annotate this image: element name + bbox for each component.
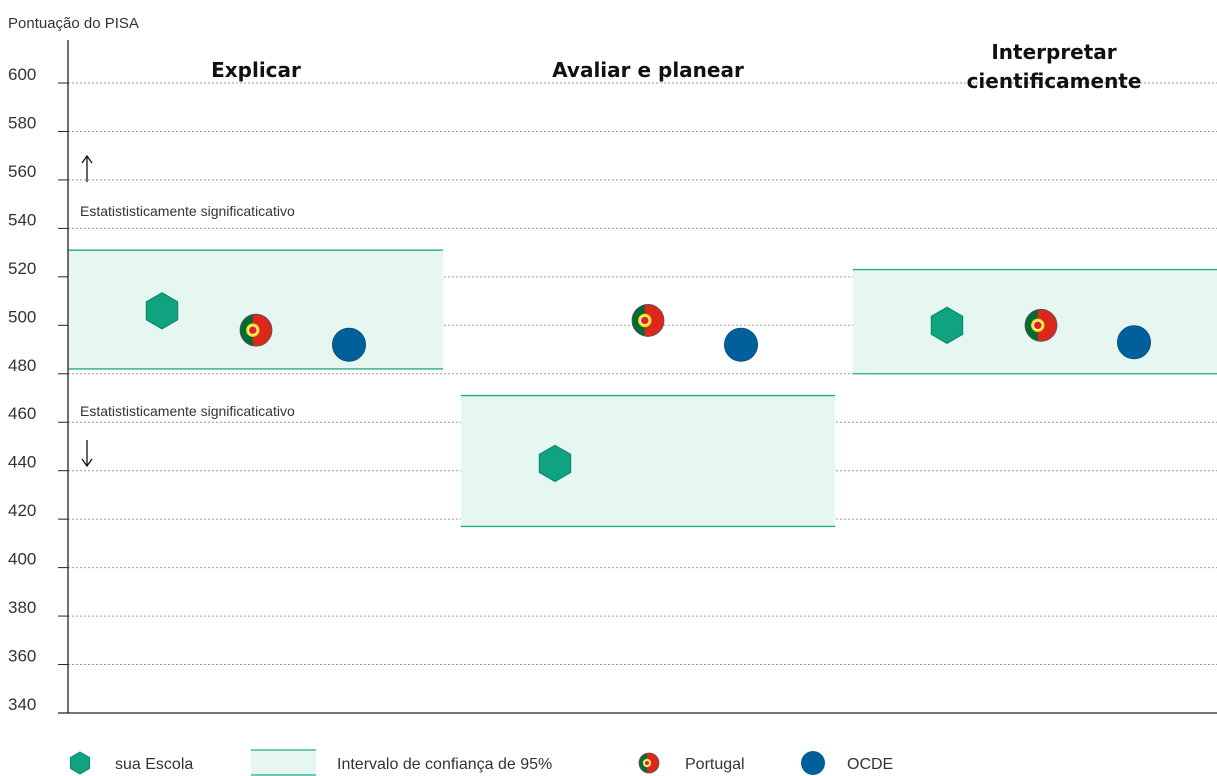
data-markers [145, 292, 1151, 483]
y-tick-label-520: 520 [8, 259, 36, 278]
significance-annotations: Estatististicamente significaticativo Est… [80, 154, 295, 468]
y-tick-label-340: 340 [8, 695, 36, 714]
legend-ci-label: Intervalo de confiança de 95% [337, 756, 552, 773]
axes [58, 40, 1217, 714]
y-tick-label-560: 560 [8, 162, 36, 181]
y-tick-label-540: 540 [8, 210, 36, 229]
y-tick-label-480: 480 [8, 356, 36, 375]
y-tick-label-440: 440 [8, 453, 36, 472]
oecd-marker-0 [332, 327, 366, 362]
y-tick-label-600: 600 [8, 65, 36, 84]
y-tick-labels: 340 360 380 400 420 440 460 480 500 520 540 560 580 6… [8, 65, 36, 714]
y-tick-label-380: 380 [8, 598, 36, 617]
legend: sua Escola Intervalo de confiança de 95% P… [70, 749, 893, 776]
school-marker-1 [538, 444, 572, 483]
significant-above-label: Estatististicamente significaticativo [80, 203, 295, 219]
panel-title-1: Avaliar e planear [552, 58, 744, 82]
legend-portugal-flag-icon [638, 752, 660, 774]
panel-titles: Explicar Avaliar e planear Interpretar cien… [211, 40, 1141, 93]
legend-oecd-icon [801, 751, 825, 775]
legend-portugal-label: Portugal [685, 756, 745, 773]
y-tick-label-460: 460 [8, 404, 36, 423]
legend-ci-swatch [251, 750, 316, 775]
legend-school-icon [70, 751, 90, 775]
oecd-marker-2 [1117, 325, 1151, 360]
y-axis-label: Pontuação do PISA [8, 15, 139, 32]
confidence-bands [68, 249, 1217, 528]
panel-title-0: Explicar [211, 58, 301, 82]
ci-band-0 [68, 250, 443, 369]
panel-title-2: Interpretar [991, 40, 1116, 64]
up-arrowhead-icon [81, 154, 93, 164]
legend-school-label: sua Escola [115, 756, 193, 773]
oecd-marker-1 [724, 327, 758, 362]
panel-title-2: cientificamente [967, 69, 1142, 93]
y-tick-label-500: 500 [8, 307, 36, 326]
portugal-flag-icon-1 [631, 304, 665, 337]
y-tick-label-400: 400 [8, 550, 36, 569]
legend-oecd-label: OCDE [847, 756, 893, 773]
y-tick-label-420: 420 [8, 501, 36, 520]
school-marker-0 [145, 292, 179, 330]
portugal-flag-icon-2 [1024, 308, 1058, 342]
school-marker-2 [930, 306, 964, 344]
y-tick-label-580: 580 [8, 113, 36, 132]
significant-below-label: Estatististicamente significaticativo [80, 403, 295, 419]
y-tick-label-360: 360 [8, 647, 36, 666]
portugal-flag-icon-0 [239, 313, 273, 347]
ci-band-1 [461, 395, 835, 527]
down-arrowhead-icon [81, 458, 93, 468]
